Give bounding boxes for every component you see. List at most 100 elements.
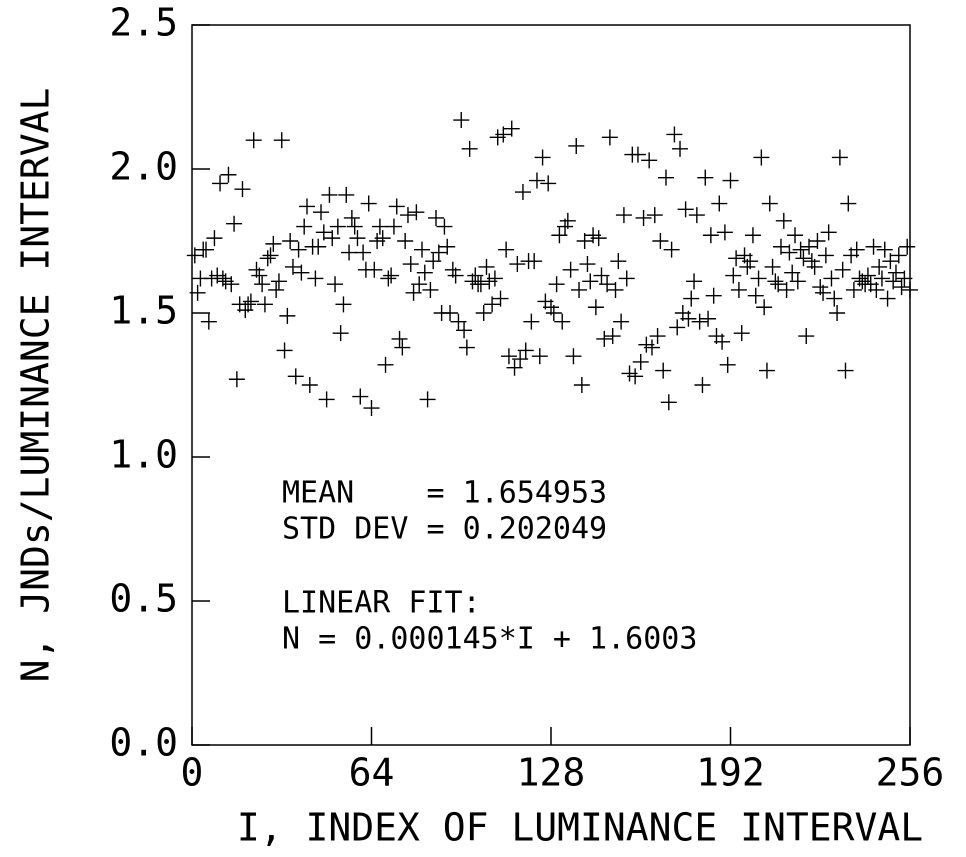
point	[744, 227, 761, 244]
point	[702, 227, 719, 244]
point	[666, 126, 683, 143]
point	[635, 209, 652, 226]
point	[576, 233, 593, 249]
point	[338, 186, 355, 203]
point	[829, 305, 846, 321]
point	[343, 209, 360, 226]
point	[582, 273, 599, 290]
point	[498, 241, 515, 258]
point	[823, 270, 840, 287]
point	[885, 273, 902, 290]
point	[352, 388, 369, 405]
point	[439, 238, 456, 255]
point	[206, 230, 223, 247]
point	[571, 281, 588, 298]
point	[688, 207, 705, 224]
point	[388, 198, 405, 215]
point	[711, 195, 728, 212]
point	[590, 230, 607, 247]
point	[820, 224, 837, 241]
point	[660, 394, 677, 411]
point	[789, 273, 806, 290]
point	[686, 273, 703, 290]
point	[478, 258, 495, 275]
point	[442, 305, 459, 321]
point	[548, 276, 565, 293]
point	[792, 241, 809, 258]
point	[430, 244, 447, 261]
point	[223, 276, 240, 293]
point	[408, 204, 425, 221]
y-tick-label: 2.5	[109, 1, 178, 45]
point	[284, 258, 301, 275]
point	[514, 184, 531, 201]
point	[750, 270, 767, 287]
point	[657, 169, 674, 186]
point	[887, 264, 904, 281]
point	[220, 166, 237, 183]
point	[436, 218, 453, 235]
point	[610, 253, 627, 270]
point	[641, 152, 658, 169]
point	[784, 264, 801, 281]
point	[198, 241, 215, 258]
point	[461, 140, 478, 157]
point	[840, 195, 857, 212]
point	[627, 368, 644, 385]
point	[873, 270, 890, 287]
point	[683, 290, 700, 307]
point	[509, 256, 526, 273]
point	[722, 172, 739, 189]
point	[332, 325, 349, 342]
point	[672, 140, 689, 157]
point	[385, 218, 402, 235]
point	[761, 195, 778, 212]
point	[694, 377, 711, 393]
point	[587, 299, 604, 316]
x-tick-label: 256	[876, 751, 945, 795]
point	[691, 313, 708, 330]
point	[871, 258, 888, 275]
point	[540, 175, 557, 192]
point	[652, 233, 669, 249]
point	[517, 342, 534, 359]
point	[876, 241, 893, 258]
point	[327, 276, 344, 293]
y-tick-label: 1.5	[109, 289, 178, 333]
point	[383, 267, 400, 284]
point	[310, 238, 327, 255]
point	[801, 238, 818, 255]
y-tick-label: 0.5	[109, 577, 178, 621]
point	[865, 238, 882, 255]
point	[512, 351, 529, 368]
point	[405, 284, 422, 301]
point	[363, 400, 380, 417]
point	[719, 356, 736, 373]
point	[377, 356, 394, 373]
point	[831, 149, 848, 166]
point	[700, 310, 717, 327]
x-tick-label: 128	[517, 751, 586, 795]
point	[848, 241, 865, 258]
point	[245, 132, 262, 149]
point	[495, 126, 512, 143]
point	[254, 276, 271, 293]
point	[859, 267, 876, 284]
point	[680, 310, 697, 327]
point	[655, 362, 672, 379]
point	[730, 281, 747, 298]
point	[413, 241, 430, 258]
point	[890, 247, 907, 264]
point	[324, 230, 341, 247]
point	[296, 218, 313, 235]
point	[422, 281, 439, 298]
point	[298, 198, 315, 215]
point	[428, 209, 445, 226]
point	[391, 330, 408, 347]
point	[573, 377, 590, 393]
x-tick-label: 64	[349, 751, 395, 795]
point	[815, 284, 832, 301]
point	[200, 313, 217, 330]
point	[607, 281, 624, 298]
point	[293, 264, 310, 281]
